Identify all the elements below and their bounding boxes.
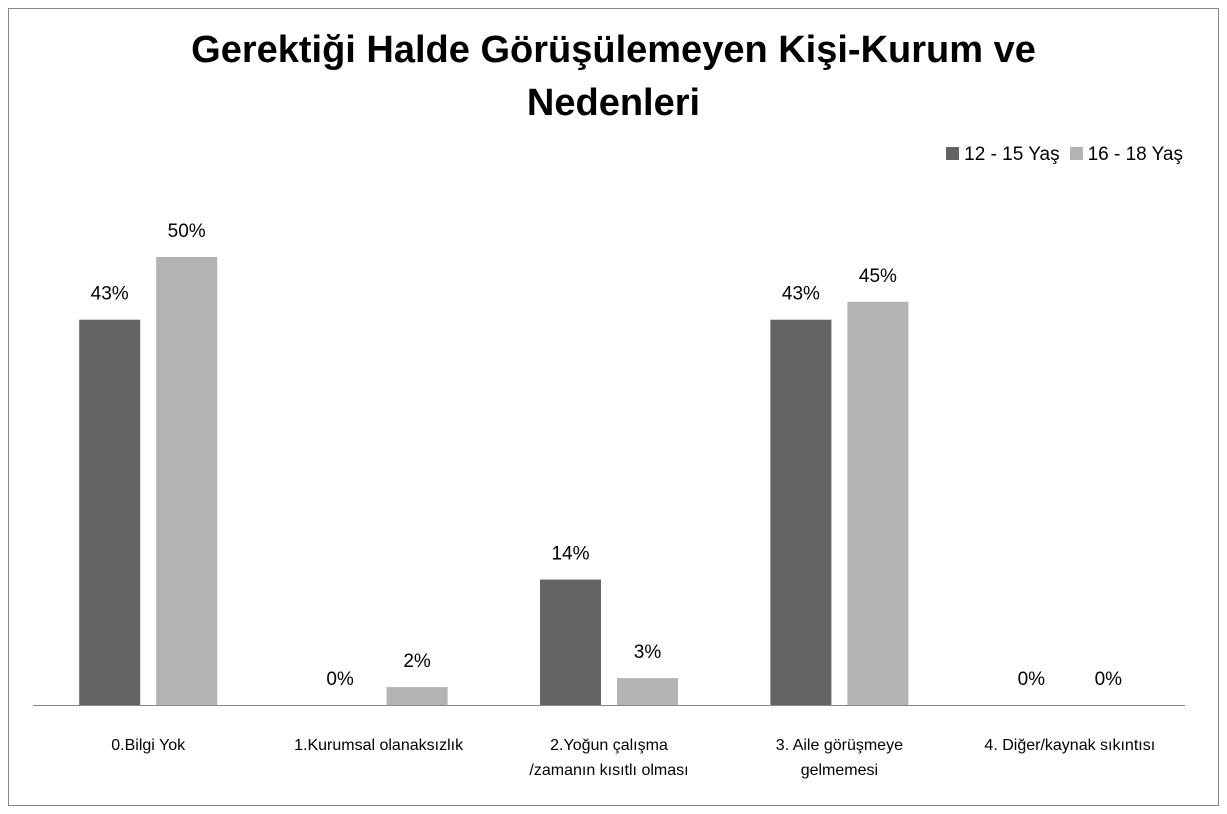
x-tick-label: 1.Kurumsal olanaksızlık <box>294 737 464 754</box>
legend-swatch <box>946 147 960 160</box>
chart-border <box>8 8 1219 806</box>
bar <box>770 319 832 705</box>
data-label: 0% <box>1095 669 1123 690</box>
chart-title: Gerektiği Halde Görüşülemeyen Kişi-Kurum… <box>191 29 1036 124</box>
x-tick-label: 3. Aile görüşmeye gelmemesi <box>775 737 903 779</box>
bar <box>386 687 448 705</box>
legend-item: 16 - 18 Yaş <box>1069 144 1183 166</box>
legend-item: 12 - 15 Yaş <box>946 144 1060 166</box>
data-label: 3% <box>634 642 662 663</box>
data-label: 43% <box>782 284 820 305</box>
data-label: 0% <box>1018 669 1046 690</box>
data-label: 14% <box>551 544 589 565</box>
legend-label: 16 - 18 Yaş <box>1087 144 1183 165</box>
data-label: 45% <box>859 266 897 287</box>
bar <box>156 257 218 705</box>
bar <box>540 579 601 705</box>
data-label: 2% <box>403 651 431 672</box>
legend-swatch <box>1069 147 1083 160</box>
bar <box>617 678 678 705</box>
bar <box>79 319 141 705</box>
x-tick-label: 2.Yoğun çalışma /zamanın kısıtlı olması <box>529 737 689 779</box>
bar <box>847 301 909 705</box>
legend-label: 12 - 15 Yaş <box>964 144 1060 165</box>
data-label: 50% <box>168 221 206 242</box>
x-tick-label: 4. Diğer/kaynak sıkıntısı <box>984 737 1156 754</box>
legend: 12 - 15 Yaş 16 - 18 Yaş <box>946 144 1183 166</box>
x-tick-label: 0.Bilgi Yok <box>111 737 186 754</box>
data-label: 0% <box>326 669 354 690</box>
data-label: 43% <box>91 284 129 305</box>
